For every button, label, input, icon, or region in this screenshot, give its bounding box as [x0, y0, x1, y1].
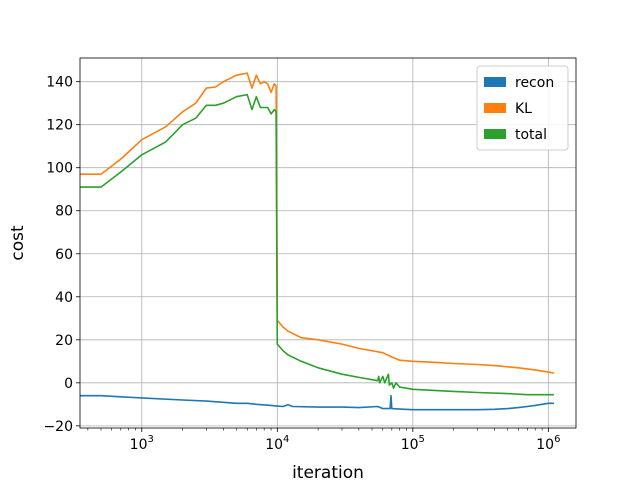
- plot-frame: [79, 57, 577, 429]
- x-tick-label: 104: [265, 434, 289, 453]
- series-line-recon: [80, 394, 554, 411]
- x-tick-label-base: 10: [265, 437, 283, 453]
- legend: recon KL total: [476, 65, 569, 151]
- y-axis-label: cost: [8, 225, 28, 261]
- y-tick-label: 0: [64, 376, 73, 392]
- legend-swatch-recon: [484, 77, 506, 87]
- x-tick-label-exponent: 5: [419, 434, 425, 445]
- x-tick-label-exponent: 3: [148, 434, 154, 445]
- x-tick-label: 105: [401, 434, 425, 453]
- legend-label-recon: recon: [515, 75, 554, 91]
- x-tick-label-base: 10: [130, 437, 148, 453]
- y-tick-label: 140: [46, 75, 73, 91]
- y-tick-label: 80: [55, 204, 73, 220]
- x-axis-label: iteration: [292, 463, 364, 480]
- legend-swatch-total: [484, 129, 506, 139]
- y-tick-label: −20: [43, 419, 73, 435]
- y-tick-label: 60: [55, 247, 73, 263]
- y-tick-label: 40: [55, 290, 73, 306]
- series-line-kl: [80, 72, 555, 374]
- y-tick-label: 20: [55, 333, 73, 349]
- legend-label-total: total: [515, 127, 547, 143]
- series-group: [80, 72, 555, 411]
- x-tick-label-base: 10: [401, 437, 419, 453]
- x-tick-label-exponent: 6: [554, 434, 560, 445]
- x-tick-label-exponent: 4: [283, 434, 289, 445]
- y-tick-label: 120: [46, 118, 73, 134]
- legend-swatch-kl: [484, 103, 506, 113]
- legend-label-kl: KL: [515, 101, 532, 117]
- y-tick-label: 100: [46, 161, 73, 177]
- series-line-total: [80, 93, 554, 396]
- x-tick-label: 103: [130, 434, 154, 453]
- x-tick-label: 106: [536, 434, 560, 453]
- x-tick-label-base: 10: [536, 437, 554, 453]
